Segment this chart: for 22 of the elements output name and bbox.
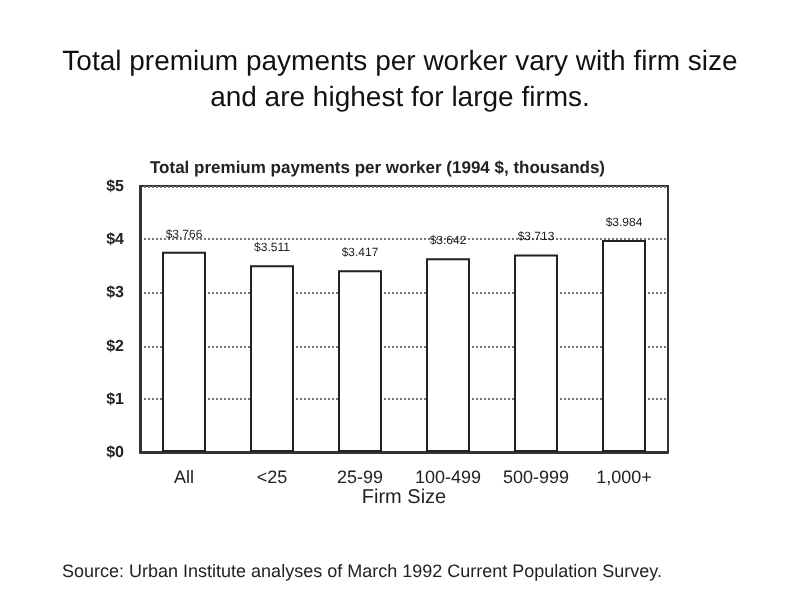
x-tick-label: <25: [256, 467, 288, 487]
source-note: Source: Urban Institute analyses of March 1992 Current Population Survey.: [62, 561, 662, 581]
y-tick-label: $3: [106, 283, 126, 302]
y-tick-label: $5: [106, 177, 126, 195]
y-tick-label: $0: [106, 443, 126, 461]
x-tick-label: 25-99: [336, 467, 384, 487]
x-tick-label: All: [173, 467, 195, 487]
bar: [250, 265, 294, 452]
y-tick-label: $2: [106, 336, 126, 355]
y-tick-label: $4: [106, 230, 126, 249]
x-tick-label: 100-499: [414, 467, 482, 487]
bar: [426, 258, 470, 452]
chart-subtitle: Total premium payments per worker (1994 $, thousands): [150, 157, 606, 177]
chart-title: Total premium payments per worker vary with firm size and are highest for large firms.: [62, 44, 739, 112]
y-tick-label: $1: [106, 389, 126, 408]
bar: [602, 240, 646, 452]
bar: [162, 251, 206, 452]
bar: [338, 270, 382, 452]
x-axis-title: Firm Size: [361, 487, 448, 509]
x-tick-label: 1,000+: [596, 467, 652, 487]
x-tick-label: 500-999: [502, 467, 570, 487]
bar: [514, 254, 558, 452]
